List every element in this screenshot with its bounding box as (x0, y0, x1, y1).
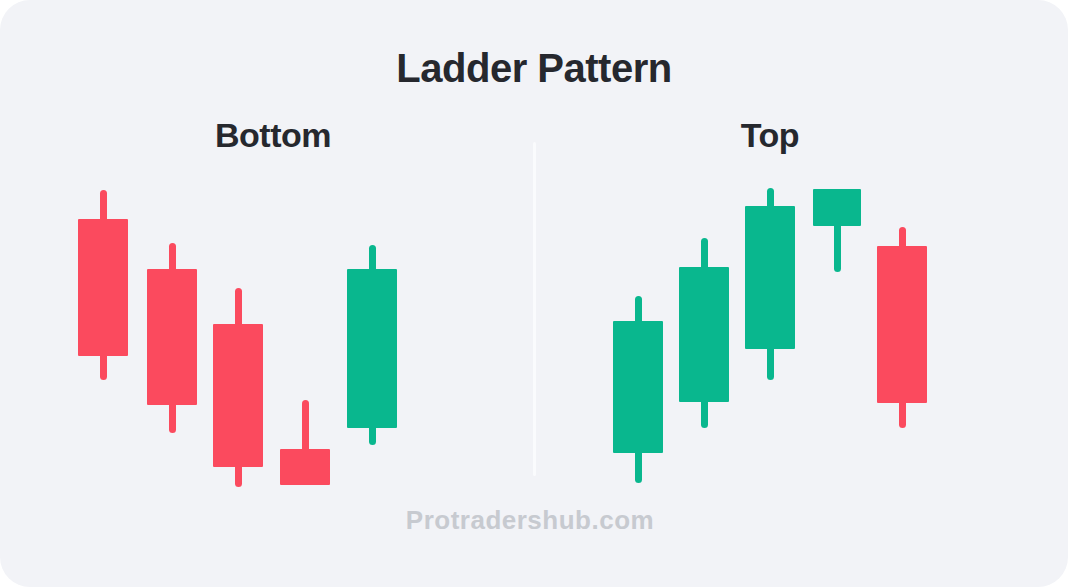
candle-body-bearish (280, 449, 330, 485)
watermark: Protradershub.com (406, 505, 654, 536)
ladder-pattern-card: Ladder Pattern Bottom Top Protradershub.… (0, 0, 1068, 587)
candle-body-bullish (745, 206, 795, 349)
candle-body-bullish (679, 267, 729, 402)
candle-body-bearish (147, 269, 197, 405)
candle-body-bullish (813, 189, 861, 226)
candle-body-bearish (877, 246, 927, 403)
candle-body-bearish (213, 324, 263, 467)
candle-body-bullish (347, 269, 397, 428)
candle-body-bearish (78, 219, 128, 356)
candle-body-bullish (613, 321, 663, 453)
candlestick-stage (0, 0, 1068, 587)
